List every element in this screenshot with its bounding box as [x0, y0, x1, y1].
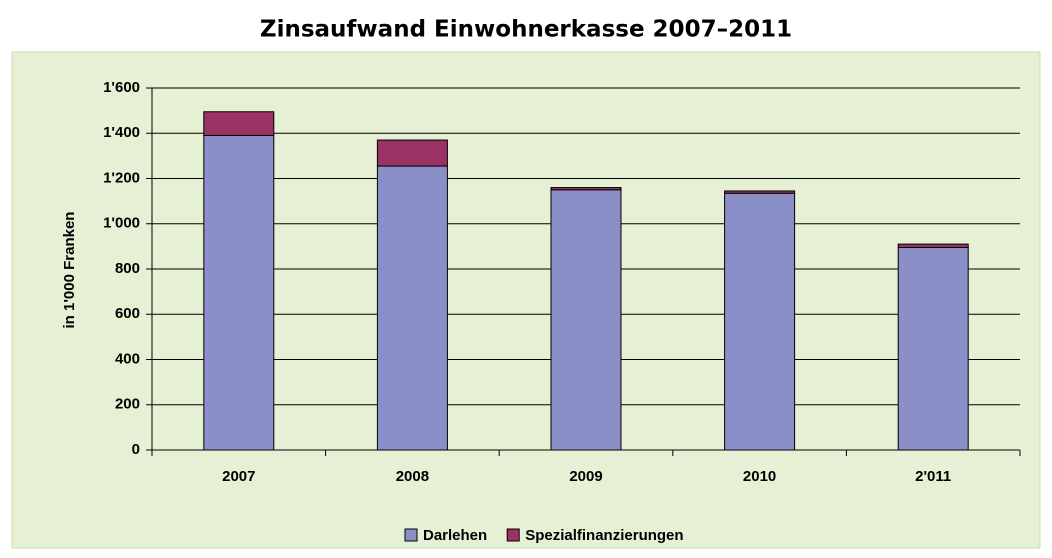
bar-segment — [376, 139, 448, 167]
bar-segment — [550, 187, 622, 191]
bar-segment — [550, 189, 622, 451]
y-tick-label: 1'600 — [103, 79, 140, 96]
y-tick-label: 800 — [115, 260, 140, 277]
y-tick-label: 0 — [132, 441, 140, 458]
bar-segment — [724, 192, 796, 451]
x-tick-label: 2008 — [396, 468, 429, 485]
panel — [11, 51, 1041, 549]
legend-swatch — [506, 528, 520, 542]
legend-label: Darlehen — [423, 527, 487, 544]
x-tick-label: 2009 — [569, 468, 602, 485]
y-tick-label: 200 — [115, 396, 140, 413]
y-tick-label: 1'400 — [103, 124, 140, 141]
legend-swatch — [404, 528, 418, 542]
y-tick-label: 600 — [115, 305, 140, 322]
y-tick-label: 1'000 — [103, 215, 140, 232]
x-tick-label: 2'011 — [915, 468, 951, 485]
bar-segment — [203, 111, 275, 137]
chart-title: Zinsaufwand Einwohnerkasse 2007–2011 — [260, 17, 792, 43]
legend-label: Spezialfinanzierungen — [525, 527, 683, 544]
x-tick-label: 2007 — [222, 468, 255, 485]
bar-segment — [897, 243, 969, 249]
bar-segment — [724, 190, 796, 194]
y-axis-label: in 1'000 Franken — [61, 212, 78, 329]
y-tick-label: 400 — [115, 350, 140, 367]
bar-segment — [376, 165, 448, 451]
bar-segment — [203, 135, 275, 451]
bar-segment — [897, 247, 969, 451]
x-tick-label: 2010 — [743, 468, 776, 485]
y-tick-label: 1'200 — [103, 169, 140, 186]
